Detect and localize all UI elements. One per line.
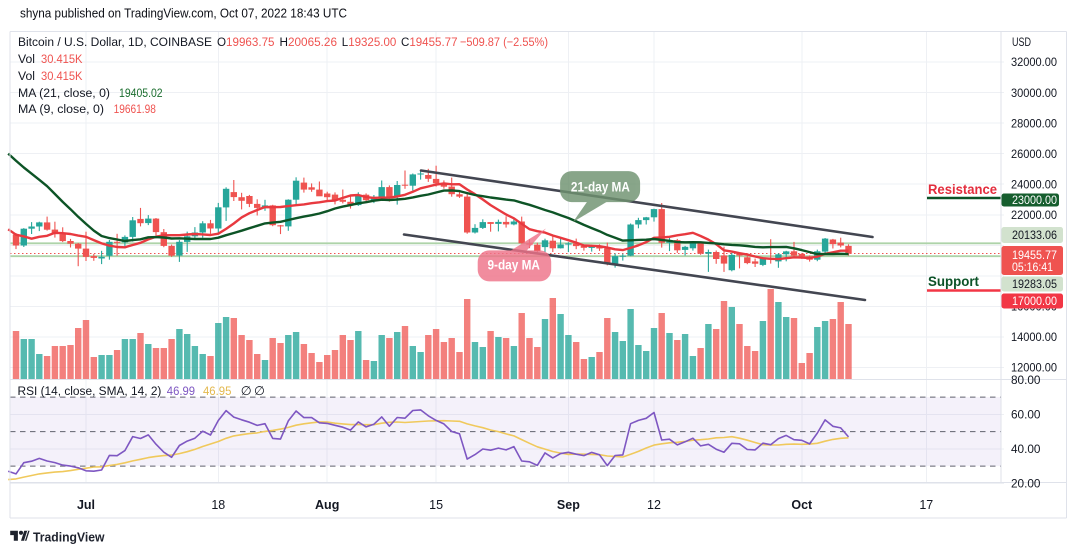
svg-text:19661.98: 19661.98 [114, 102, 156, 116]
svg-text:H20065.26: H20065.26 [280, 35, 338, 49]
svg-text:15: 15 [429, 498, 443, 512]
svg-text:TradingView: TradingView [33, 530, 105, 545]
svg-text:30000.00: 30000.00 [1011, 86, 1057, 100]
svg-text:26000.00: 26000.00 [1011, 147, 1057, 161]
svg-text:Vol: Vol [18, 69, 35, 83]
svg-text:21-day MA: 21-day MA [571, 179, 630, 194]
svg-text:14000.00: 14000.00 [1011, 330, 1057, 344]
svg-text:shyna published on TradingView: shyna published on TradingView.com, Oct … [20, 7, 347, 21]
svg-text:23000.00: 23000.00 [1012, 193, 1057, 207]
svg-text:9-day MA: 9-day MA [487, 258, 540, 273]
svg-text:20.00: 20.00 [1011, 477, 1041, 491]
svg-text:−509.87 (−2.55%): −509.87 (−2.55%) [460, 35, 548, 49]
svg-text:24000.00: 24000.00 [1011, 177, 1057, 191]
svg-text:17000.00: 17000.00 [1012, 294, 1057, 308]
svg-text:19283.05: 19283.05 [1012, 277, 1057, 291]
svg-text:O19963.75: O19963.75 [217, 35, 275, 49]
svg-text:20133.06: 20133.06 [1012, 228, 1057, 242]
svg-text:12000.00: 12000.00 [1011, 361, 1057, 375]
svg-text:46.99: 46.99 [167, 384, 195, 398]
svg-text:Aug: Aug [315, 498, 339, 512]
svg-text:Bitcoin / U.S. Dollar, 1D, COI: Bitcoin / U.S. Dollar, 1D, COINBASE [18, 35, 212, 49]
svg-text:18: 18 [211, 498, 225, 512]
svg-text:17: 17 [919, 498, 933, 512]
svg-text:Vol: Vol [18, 52, 35, 66]
svg-text:30.415K: 30.415K [41, 52, 83, 66]
svg-text:30.415K: 30.415K [41, 69, 83, 83]
svg-text:46.95: 46.95 [203, 384, 232, 398]
svg-text:40.00: 40.00 [1011, 442, 1041, 456]
svg-text:Resistance: Resistance [928, 182, 997, 197]
svg-text:19455.77: 19455.77 [1012, 248, 1057, 262]
svg-text:MA (21, close, 0): MA (21, close, 0) [18, 86, 110, 100]
svg-text:60.00: 60.00 [1011, 408, 1041, 422]
svg-text:80.00: 80.00 [1011, 373, 1041, 387]
svg-text:MA (9, close, 0): MA (9, close, 0) [18, 102, 104, 116]
svg-text:Jul: Jul [77, 498, 95, 512]
svg-text:32000.00: 32000.00 [1011, 55, 1057, 69]
svg-text:∅: ∅ [241, 384, 252, 398]
svg-text:L19325.00: L19325.00 [342, 35, 397, 49]
svg-text:Oct: Oct [791, 498, 813, 512]
svg-text:∅: ∅ [254, 384, 265, 398]
svg-text:Support: Support [928, 274, 979, 289]
svg-text:05:16:41: 05:16:41 [1012, 260, 1053, 274]
svg-text:USD: USD [1012, 35, 1031, 49]
svg-text:Sep: Sep [557, 498, 580, 512]
svg-text:22000.00: 22000.00 [1011, 208, 1057, 222]
svg-text:12: 12 [647, 498, 661, 512]
svg-text:C19455.77: C19455.77 [401, 35, 458, 49]
svg-text:19405.02: 19405.02 [119, 86, 163, 100]
svg-text:RSI (14, close, SMA, 14, 2): RSI (14, close, SMA, 14, 2) [18, 384, 162, 398]
svg-text:28000.00: 28000.00 [1011, 116, 1057, 130]
